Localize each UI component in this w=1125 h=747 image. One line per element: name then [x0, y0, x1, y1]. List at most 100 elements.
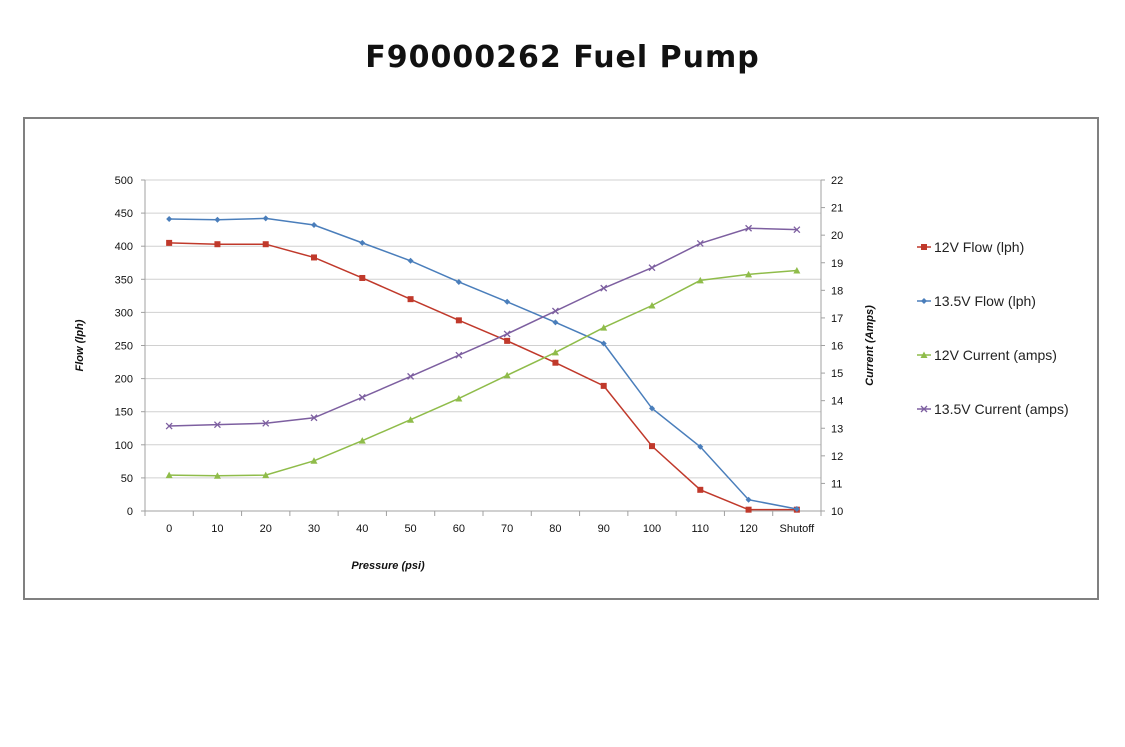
x-tick-label: 100	[643, 523, 661, 535]
data-point-12v-flow-lph	[745, 506, 752, 513]
data-point-13-5v-current-amps	[310, 414, 318, 422]
series-line-12v-flow-lph	[169, 242, 797, 511]
legend-item-13-5v-current-amps: 13.5V Current (amps)	[917, 401, 1069, 417]
x-tick-label: 50	[404, 523, 416, 535]
y2-tick-label: 20	[831, 230, 843, 242]
chart-frame: 0 50 100 150 200 250 300 350 400 450 500 10 11 12 13 14…	[23, 117, 1099, 600]
data-point-12v-current-amps	[503, 371, 511, 379]
data-point-13-5v-flow-lph	[600, 340, 607, 347]
data-point-12v-current-amps	[310, 457, 318, 464]
data-point-12v-current-amps	[213, 472, 221, 479]
data-point-13-5v-flow-lph	[697, 443, 704, 450]
data-point-12v-flow-lph	[552, 359, 559, 366]
legend-swatch-marker	[920, 351, 928, 358]
legend-item-12v-current-amps: 12V Current (amps)	[917, 347, 1057, 363]
data-point-13-5v-flow-lph	[214, 216, 221, 223]
x-tick-label: 20	[260, 523, 272, 535]
page-title: F90000262 Fuel Pump	[365, 40, 760, 75]
data-point-12v-flow-lph	[407, 296, 414, 303]
data-point-13-5v-current-amps	[165, 422, 173, 430]
y2-tick-label: 12	[831, 451, 843, 463]
data-point-12v-current-amps	[262, 471, 270, 479]
data-point-13-5v-flow-lph	[455, 278, 462, 285]
legend-layer: 12V Flow (lph) 13.5V Flow (lph) 12V Curren…	[917, 239, 1069, 417]
data-point-13-5v-current-amps	[551, 307, 559, 315]
y2-tick-label: 15	[831, 368, 843, 380]
data-point-12v-current-amps	[551, 348, 559, 356]
y-tick-label: 150	[115, 407, 133, 419]
data-point-12v-current-amps	[745, 270, 753, 278]
data-point-12v-flow-lph	[262, 241, 269, 248]
data-point-12v-flow-lph	[504, 337, 511, 344]
data-point-12v-flow-lph	[214, 241, 221, 248]
x-tick-label: 0	[166, 523, 172, 535]
y-tick-label: 0	[127, 506, 133, 518]
y2-tick-label: 10	[831, 506, 843, 518]
legend-item-13-5v-flow-lph: 13.5V Flow (lph)	[917, 293, 1036, 309]
data-point-13-5v-current-amps	[793, 226, 801, 234]
y2-tick-label: 16	[831, 341, 843, 353]
data-point-12v-flow-lph	[600, 382, 607, 389]
y-tick-label: 250	[115, 341, 133, 353]
legend-label: 13.5V Flow (lph)	[934, 293, 1036, 309]
y-tick-label: 450	[115, 208, 133, 220]
y-tick-label: 300	[115, 307, 133, 319]
series-layer	[165, 215, 801, 513]
y-tick-label: 350	[115, 274, 133, 286]
series-line-13-5v-current-amps	[169, 227, 797, 427]
data-point-13-5v-current-amps	[455, 351, 463, 359]
x-tick-label: Shutoff	[780, 523, 816, 535]
y-tick-label: 100	[115, 440, 133, 452]
data-point-13-5v-current-amps	[262, 419, 270, 427]
data-point-13-5v-flow-lph	[359, 239, 366, 246]
chart-svg: 0501001502002503003504004505001011121314…	[74, 175, 1069, 572]
x-tick-label: 60	[453, 523, 465, 535]
data-point-12v-current-amps	[407, 416, 415, 423]
data-point-12v-flow-lph	[455, 317, 462, 324]
data-point-12v-flow-lph	[359, 274, 366, 281]
data-point-13-5v-current-amps	[407, 372, 415, 380]
data-point-12v-flow-lph	[311, 254, 317, 261]
legend-label: 13.5V Current (amps)	[934, 401, 1069, 417]
data-point-12v-current-amps	[600, 324, 608, 331]
y-tick-label: 500	[115, 175, 133, 187]
series-line-12v-current-amps	[169, 269, 797, 477]
data-point-12v-current-amps	[648, 302, 656, 309]
grid-layer	[145, 179, 821, 512]
data-point-13-5v-flow-lph	[745, 496, 752, 503]
data-point-12v-current-amps	[358, 437, 366, 444]
x-tick-label: 90	[598, 523, 610, 535]
data-point-12v-flow-lph	[697, 486, 704, 493]
data-point-13-5v-flow-lph	[407, 257, 414, 264]
data-point-13-5v-flow-lph	[504, 298, 511, 305]
y2-tick-label: 22	[831, 175, 843, 187]
data-point-12v-flow-lph	[166, 239, 173, 246]
y2-tick-label: 21	[831, 203, 843, 215]
x-axis-title: Pressure (psi)	[351, 560, 425, 572]
y2-tick-label: 13	[831, 423, 843, 435]
legend-label: 12V Flow (lph)	[934, 239, 1024, 255]
x-tick-label: 10	[211, 523, 223, 535]
data-point-13-5v-flow-lph	[262, 215, 269, 222]
y-axis-title: Flow (lph)	[74, 319, 86, 371]
data-point-12v-current-amps	[455, 394, 463, 402]
y2-tick-label: 11	[831, 478, 842, 490]
x-tick-label: 110	[692, 523, 710, 535]
data-point-12v-current-amps	[165, 471, 173, 479]
x-tick-label: 80	[549, 523, 561, 535]
y2-axis-title: Current (Amps)	[864, 305, 876, 386]
data-point-13-5v-flow-lph	[166, 216, 173, 223]
data-point-12v-current-amps	[793, 266, 801, 274]
x-tick-label: 70	[501, 523, 513, 535]
data-point-13-5v-current-amps	[503, 330, 511, 338]
series-line-13-5v-flow-lph	[169, 217, 797, 510]
data-point-13-5v-flow-lph	[649, 405, 655, 412]
legend-swatch-marker	[921, 298, 927, 304]
y2-tick-label: 19	[831, 258, 843, 270]
y-tick-label: 200	[115, 374, 133, 386]
x-tick-label: 120	[739, 523, 757, 535]
x-tick-label: 40	[356, 523, 368, 535]
axis-layer: 0501001502002503003504004505001011121314…	[74, 175, 876, 572]
data-point-13-5v-flow-lph	[793, 506, 800, 513]
data-point-13-5v-flow-lph	[552, 319, 559, 326]
